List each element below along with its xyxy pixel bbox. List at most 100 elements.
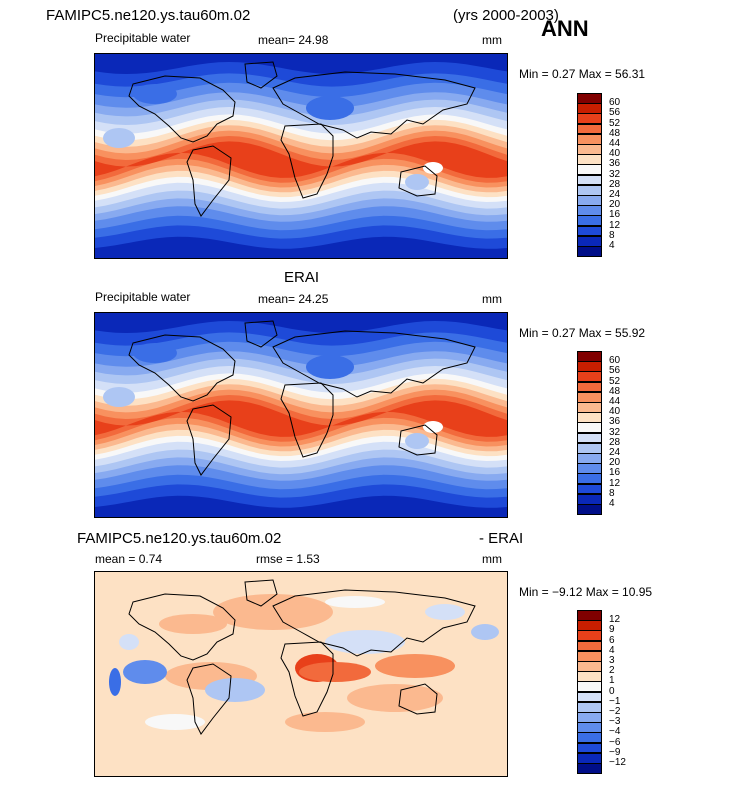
colorbar-label: 28 — [609, 178, 621, 190]
colorbar-label: 32 — [609, 426, 621, 438]
colorbar-swatch — [577, 504, 602, 515]
colorbar-swatch — [577, 712, 602, 723]
diff-region — [347, 684, 443, 712]
colorbar-label: 20 — [609, 457, 621, 469]
colorbar-label: −12 — [609, 757, 626, 768]
colorbar-swatch — [577, 620, 602, 631]
panel3-map — [94, 571, 508, 777]
coastline — [272, 330, 476, 398]
coastline — [186, 145, 232, 217]
dry-region — [133, 84, 177, 104]
colorbar-label: 60 — [609, 355, 621, 367]
panel2-variable: Precipitable water — [95, 290, 191, 304]
colorbar-swatch — [577, 123, 602, 135]
colorbar-swatch — [577, 381, 602, 393]
colorbar-label: 4 — [609, 240, 615, 251]
colorbar-label: −9 — [609, 746, 621, 758]
diff-region — [109, 668, 121, 696]
dry-region — [306, 96, 354, 120]
colorbar-label: 36 — [609, 158, 621, 170]
diff-region — [425, 604, 465, 620]
pw-band — [95, 141, 507, 178]
colorbar-swatch — [577, 133, 602, 145]
coastline — [280, 641, 334, 717]
coastline — [272, 71, 476, 139]
colorbar-swatch — [577, 453, 602, 464]
colorbar-label: 24 — [609, 447, 621, 458]
colorbar-swatch — [577, 154, 602, 165]
colorbar-swatch — [577, 225, 602, 237]
colorbar-label: 60 — [609, 97, 621, 109]
colorbar-swatch — [577, 671, 602, 682]
colorbar-label: −3 — [609, 716, 621, 728]
colorbar-swatch — [577, 184, 602, 196]
colorbar-swatch — [577, 691, 602, 703]
pw-band — [95, 400, 507, 437]
dry-region — [405, 174, 429, 190]
diff-region — [285, 712, 365, 732]
coastline — [398, 165, 438, 197]
panel2-mean: mean= 24.25 — [258, 292, 329, 306]
panel2-title: ERAI — [284, 269, 320, 286]
coastline — [280, 123, 334, 199]
diff-region — [213, 594, 333, 630]
dry-region — [103, 128, 135, 148]
panel3-minmax: Min = −9.12 Max = 10.95 — [519, 585, 653, 599]
colorbar-label: 4 — [609, 498, 615, 509]
colorbar-label: 56 — [609, 107, 621, 119]
colorbar-label: 9 — [609, 624, 615, 636]
colorbar-label: 52 — [609, 375, 621, 387]
colorbar-swatch — [577, 732, 602, 744]
colorbar-swatch — [577, 661, 602, 672]
colorbar-label: 20 — [609, 199, 621, 211]
colorbar-swatch — [577, 493, 602, 505]
diff-region — [325, 630, 405, 654]
colorbar-label: 12 — [609, 219, 621, 231]
colorbar-swatch — [577, 164, 602, 176]
colorbar-swatch — [577, 113, 602, 125]
coastline — [272, 589, 476, 657]
colorbar-swatch — [577, 763, 602, 774]
panel2-units: mm — [482, 292, 502, 306]
colorbar-label: 44 — [609, 396, 621, 407]
colorbar-label: 48 — [609, 385, 621, 397]
panel3-title-left: FAMIPC5.ne120.ys.tau60m.02 — [77, 530, 282, 547]
colorbar-label: 16 — [609, 467, 621, 479]
dry-region — [103, 387, 135, 407]
diff-region — [325, 596, 385, 608]
colorbar-label: 8 — [609, 487, 615, 499]
colorbar-swatch — [577, 412, 602, 423]
colorbar-swatch — [577, 235, 602, 247]
coastline — [128, 593, 236, 661]
colorbar-swatch — [577, 752, 602, 764]
colorbar-swatch — [577, 144, 602, 155]
panel2-field — [95, 313, 507, 517]
dry-region — [306, 355, 354, 379]
colorbar-swatch — [577, 391, 602, 403]
colorbar-label: 44 — [609, 138, 621, 149]
coastline — [244, 320, 278, 348]
coastline — [128, 75, 236, 143]
colorbar-swatch — [577, 610, 602, 621]
panel3-field — [95, 572, 507, 776]
panel1-mean: mean= 24.98 — [258, 33, 329, 47]
years-label: (yrs 2000-2003) — [453, 7, 559, 24]
season-label: ANN — [541, 16, 589, 41]
colorbar-label: 3 — [609, 655, 615, 666]
diff-region — [205, 678, 265, 702]
colorbar-swatch — [577, 722, 602, 733]
colorbar-label: 32 — [609, 168, 621, 180]
panel3-rmse: rmse = 1.53 — [256, 552, 320, 566]
colorbar-swatch — [577, 701, 602, 713]
moist-peak — [423, 162, 443, 174]
colorbar-swatch — [577, 422, 602, 434]
colorbar-swatch — [577, 483, 602, 495]
colorbar-label: 40 — [609, 406, 621, 418]
diff-region — [123, 660, 167, 684]
moist-peak — [423, 421, 443, 433]
colorbar-swatch — [577, 640, 602, 652]
colorbar-swatch — [577, 681, 602, 693]
colorbar-label: 0 — [609, 685, 615, 697]
panel3-mean: mean = 0.74 — [95, 552, 163, 566]
coastline — [244, 579, 278, 607]
